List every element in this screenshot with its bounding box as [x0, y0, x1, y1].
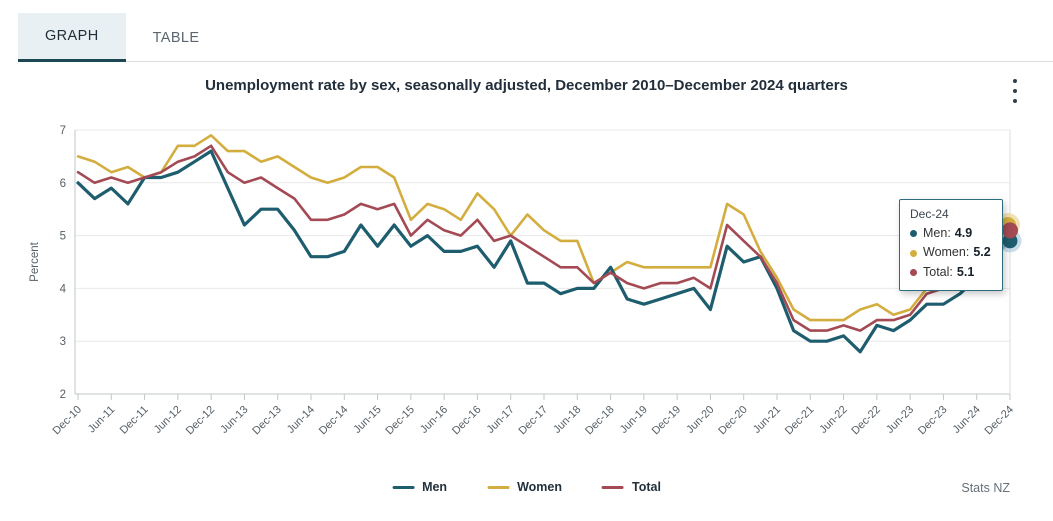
- y-axis-tick-label: 7: [60, 125, 66, 137]
- series-line-men[interactable]: [76, 149, 1012, 354]
- x-axis-tick-label: Dec-19: [650, 404, 684, 438]
- x-axis-tick-label: Dec-18: [583, 404, 617, 438]
- x-axis-tick-label: Jun-21: [751, 404, 783, 436]
- x-axis-tick-label: Jun-24: [951, 404, 983, 436]
- tooltip-row: Total: 5.1: [910, 263, 991, 282]
- tooltip-value: 5.2: [973, 245, 991, 260]
- tooltip-value: 4.9: [954, 226, 973, 240]
- y-axis-tick-label: 3: [60, 336, 66, 348]
- x-axis-tick-label: Dec-22: [849, 404, 883, 438]
- kebab-menu-icon[interactable]: [1008, 79, 1022, 103]
- x-axis-tick-label: Dec-13: [250, 404, 284, 438]
- series-dot: [910, 268, 917, 276]
- tooltip-row: Men: 4.9: [910, 224, 991, 243]
- tab-bar: GRAPH TABLE: [18, 13, 226, 62]
- tab-graph[interactable]: GRAPH: [18, 13, 126, 62]
- tooltip-label: Total:: [923, 264, 953, 279]
- x-axis-tick-label: Jun-20: [684, 404, 716, 436]
- x-axis-tick-label: Dec-12: [184, 404, 218, 438]
- tab-table[interactable]: TABLE: [126, 13, 227, 62]
- legend-item-men[interactable]: Men: [392, 480, 447, 494]
- x-axis-tick-label: Jun-14: [285, 404, 317, 436]
- y-axis-tick-label: 4: [60, 283, 67, 295]
- x-axis-tick-label: Jun-23: [884, 404, 916, 436]
- x-axis-tick-label: Jun-11: [86, 404, 118, 436]
- tab-divider: [18, 61, 1053, 62]
- legend-label: Women: [517, 480, 562, 494]
- series-line-women[interactable]: [76, 134, 1012, 322]
- chart-title: Unemployment rate by sex, seasonally adj…: [205, 77, 848, 94]
- x-axis-tick-label: Dec-17: [517, 404, 551, 438]
- series-line-total[interactable]: [76, 144, 1012, 332]
- x-axis-tick-label: Dec-16: [450, 404, 484, 438]
- y-axis-tick-label: 5: [60, 231, 66, 243]
- tooltip: Dec-24 Men: 4.9 Women: 5.2 Total: 5.1: [899, 199, 1003, 292]
- x-axis-tick-label: Dec-20: [716, 404, 750, 438]
- series-dot: [910, 249, 917, 257]
- x-axis-tick-label: Jun-18: [551, 404, 583, 436]
- x-axis-tick-label: Dec-23: [916, 404, 950, 438]
- x-axis-tick-label: Jun-13: [218, 404, 250, 436]
- tooltip-label: Women:: [923, 245, 970, 260]
- x-axis-tick-label: Jun-22: [817, 404, 849, 436]
- tooltip-row: Women: 5.2: [910, 243, 991, 262]
- x-axis-tick-label: Jun-12: [152, 404, 184, 436]
- y-axis-tick-label: 6: [60, 178, 66, 190]
- legend-swatch: [392, 485, 415, 489]
- x-axis-tick-label: Dec-10: [51, 404, 85, 438]
- y-axis-title: Percent: [29, 241, 41, 281]
- x-axis-tick-label: Jun-16: [418, 404, 450, 436]
- x-axis-tick-label: Jun-17: [485, 404, 517, 436]
- x-axis-tick-label: Dec-21: [783, 404, 817, 438]
- marker-total[interactable]: [1002, 222, 1018, 239]
- legend: Men Women Total: [392, 480, 661, 494]
- source-attribution: Stats NZ: [961, 481, 1010, 495]
- legend-item-total[interactable]: Total: [601, 480, 661, 494]
- x-axis-tick-label: Dec-14: [317, 404, 351, 438]
- tooltip-title: Dec-24: [910, 207, 949, 221]
- tooltip-value: 5.1: [956, 264, 975, 279]
- y-axis-tick-label: 2: [60, 389, 66, 401]
- legend-item-women[interactable]: Women: [487, 480, 562, 494]
- x-axis-tick-label: Dec-11: [118, 404, 151, 437]
- tooltip-label: Men:: [923, 226, 951, 240]
- x-axis-tick-label: Dec-15: [383, 404, 417, 438]
- x-axis-tick-label: Jun-15: [351, 404, 383, 436]
- series-dot: [910, 230, 917, 238]
- legend-label: Total: [631, 480, 661, 494]
- x-axis-tick-label: Dec-24: [983, 404, 1017, 438]
- x-axis-tick-label: Jun-19: [618, 404, 650, 436]
- legend-swatch: [601, 485, 624, 489]
- legend-swatch: [487, 485, 510, 489]
- legend-label: Men: [422, 480, 448, 494]
